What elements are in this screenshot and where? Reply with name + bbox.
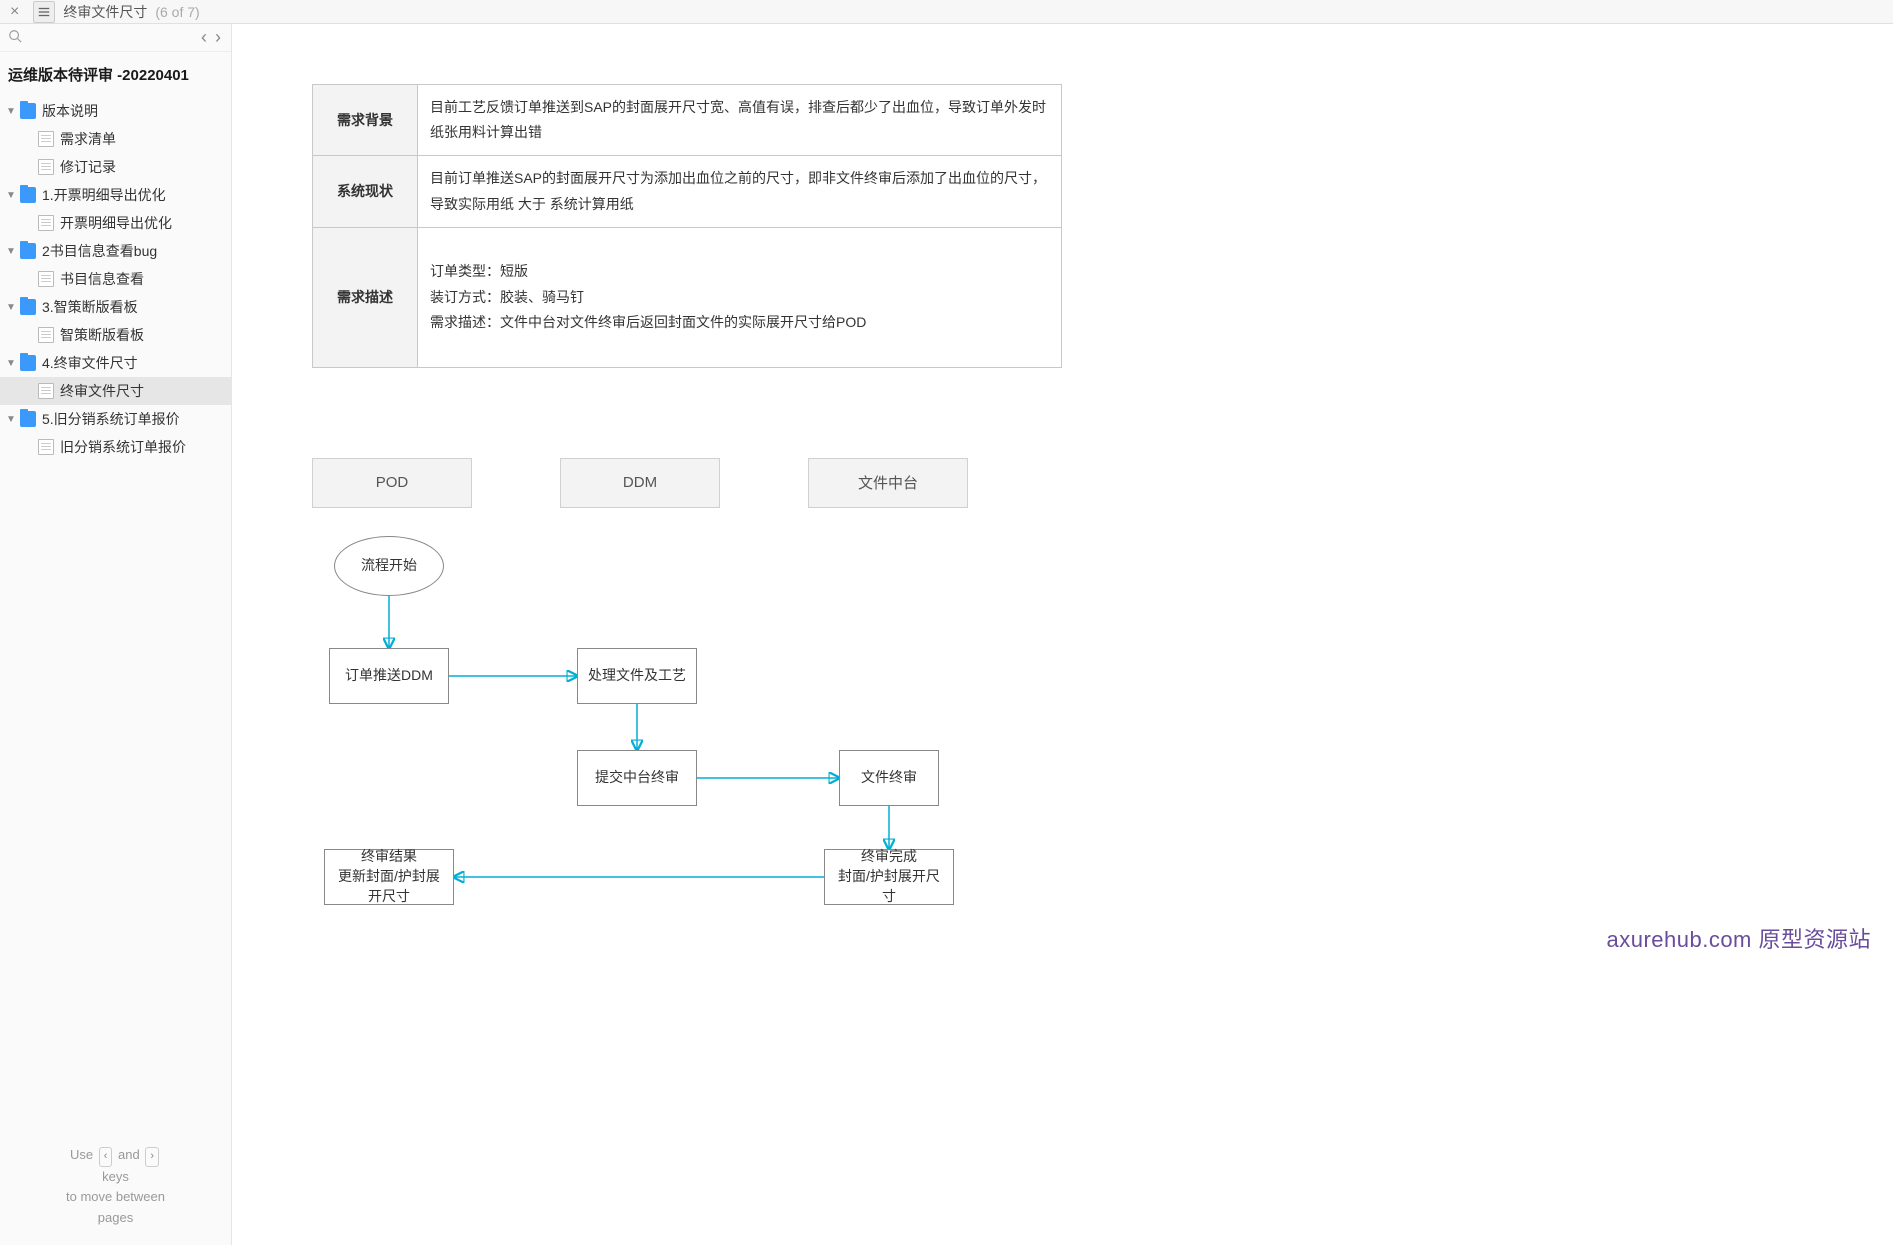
hint-text: keys [102,1169,129,1184]
tree-folder[interactable]: ▼ 2书目信息查看bug [0,237,231,265]
tree-folder[interactable]: ▼ 5.旧分销系统订单报价 [0,405,231,433]
table-data-cell: 目前工艺反馈订单推送到SAP的封面展开尺寸宽、高值有误，排查后都少了出血位，导致… [418,85,1062,156]
folder-icon [20,355,36,371]
sidebar-hint: Use ‹ and › keys to move between pages [0,1133,231,1245]
flowchart-node-n4: 文件终审 [839,750,939,806]
table-row: 需求背景目前工艺反馈订单推送到SAP的封面展开尺寸宽、高值有误，排查后都少了出血… [313,85,1062,156]
page-count: (6 of 7) [155,4,199,20]
requirements-table: 需求背景目前工艺反馈订单推送到SAP的封面展开尺寸宽、高值有误，排查后都少了出血… [312,84,1062,368]
app-root: × 终审文件尺寸 (6 of 7) ‹ › 运维版本待评审 -20220401 … [0,0,1893,1245]
caret-down-icon[interactable]: ▼ [6,190,18,201]
sidebar: ‹ › 运维版本待评审 -20220401 ▼ 版本说明需求清单修订记录 ▼ 1.开票… [0,24,232,1245]
tree-item-label: 2书目信息查看bug [42,241,157,261]
content-inner: 需求背景目前工艺反馈订单推送到SAP的封面展开尺寸宽、高值有误，排查后都少了出血… [232,24,1893,976]
search-icon[interactable] [8,29,22,46]
main-layout: ‹ › 运维版本待评审 -20220401 ▼ 版本说明需求清单修订记录 ▼ 1.开票… [0,24,1893,1245]
folder-icon [20,299,36,315]
watermark: axurehub.com 原型资源站 [1606,922,1871,954]
page-icon [38,383,54,399]
tree-item-label: 修订记录 [60,157,116,177]
tree-item-label: 4.终审文件尺寸 [42,353,138,373]
page-icon [38,131,54,147]
table-data-cell: 目前订单推送SAP的封面展开尺寸为添加出血位之前的尺寸，即非文件终审后添加了出血… [418,156,1062,227]
caret-down-icon[interactable]: ▼ [6,358,18,369]
tree-page[interactable]: 开票明细导出优化 [0,209,231,237]
tree-item-label: 旧分销系统订单报价 [60,437,186,457]
caret-down-icon[interactable]: ▼ [6,414,18,425]
close-icon[interactable]: × [4,3,25,21]
hint-text: Use [70,1147,93,1162]
nav-buttons: ‹ › [199,27,223,48]
flowchart-node-n2: 处理文件及工艺 [577,648,697,704]
caret-down-icon[interactable]: ▼ [6,302,18,313]
hint-text: pages [98,1210,133,1225]
page-tree: ▼ 版本说明需求清单修订记录 ▼ 1.开票明细导出优化开票明细导出优化 ▼ 2书目信息查看… [0,93,231,1133]
page-title: 终审文件尺寸 [63,2,147,22]
folder-icon [20,187,36,203]
tree-page[interactable]: 需求清单 [0,125,231,153]
tree-page[interactable]: 终审文件尺寸 [0,377,231,405]
caret-down-icon[interactable]: ▼ [6,106,18,117]
tree-folder[interactable]: ▼ 4.终审文件尺寸 [0,349,231,377]
tree-item-label: 智策断版看板 [60,325,144,345]
right-key-icon: › [145,1147,159,1167]
next-page-icon[interactable]: › [213,27,223,48]
tree-item-label: 1.开票明细导出优化 [42,185,166,205]
lane-header: POD [312,458,472,508]
folder-icon [20,411,36,427]
table-data-cell: 订单类型：短版装订方式：胶装、骑马钉需求描述：文件中台对文件终审后返回封面文件的… [418,227,1062,367]
tree-item-label: 需求清单 [60,129,116,149]
left-key-icon: ‹ [99,1147,113,1167]
tree-page[interactable]: 智策断版看板 [0,321,231,349]
flowchart-node-n3: 提交中台终审 [577,750,697,806]
tree-page[interactable]: 修订记录 [0,153,231,181]
hint-text: and [118,1147,140,1162]
tree-item-label: 书目信息查看 [60,269,144,289]
flowchart-node-n5: 终审完成封面/护封展开尺寸 [824,849,954,905]
tree-item-label: 版本说明 [42,101,98,121]
lane-header: DDM [560,458,720,508]
tree-folder[interactable]: ▼ 版本说明 [0,97,231,125]
tree-item-label: 3.智策断版看板 [42,297,138,317]
page-icon [38,327,54,343]
table-row: 需求描述订单类型：短版装订方式：胶装、骑马钉需求描述：文件中台对文件终审后返回封… [313,227,1062,367]
top-toolbar: × 终审文件尺寸 (6 of 7) [0,0,1893,24]
sidebar-title: 运维版本待评审 -20220401 [0,52,231,93]
flowchart-node-n6: 终审结果更新封面/护封展开尺寸 [324,849,454,905]
page-icon [38,159,54,175]
tree-page[interactable]: 书目信息查看 [0,265,231,293]
page-icon [38,439,54,455]
flowchart-node-n1: 订单推送DDM [329,648,449,704]
flowchart-arrows [312,536,1833,916]
table-row: 系统现状目前订单推送SAP的封面展开尺寸为添加出血位之前的尺寸，即非文件终审后添… [313,156,1062,227]
folder-icon [20,243,36,259]
tree-item-label: 开票明细导出优化 [60,213,172,233]
table-header-cell: 需求描述 [313,227,418,367]
menu-icon[interactable] [33,1,55,23]
caret-down-icon[interactable]: ▼ [6,246,18,257]
folder-icon [20,103,36,119]
page-icon [38,271,54,287]
flowchart-node-start: 流程开始 [334,536,444,596]
page-icon [38,215,54,231]
prev-page-icon[interactable]: ‹ [199,27,209,48]
lane-header: 文件中台 [808,458,968,508]
table-header-cell: 需求背景 [313,85,418,156]
flowchart: 流程开始订单推送DDM 处理文件及工艺提交中台终审 文件终审终审完成封面/护封展开尺… [312,536,1833,916]
tree-folder[interactable]: ▼ 1.开票明细导出优化 [0,181,231,209]
tree-item-label: 终审文件尺寸 [60,381,144,401]
tree-folder[interactable]: ▼ 3.智策断版看板 [0,293,231,321]
sidebar-header: ‹ › [0,24,231,52]
tree-page[interactable]: 旧分销系统订单报价 [0,433,231,461]
swimlane-labels: POD DDM 文件中台 [312,458,1833,508]
tree-item-label: 5.旧分销系统订单报价 [42,409,180,429]
hint-text: to move between [66,1189,165,1204]
table-header-cell: 系统现状 [313,156,418,227]
content-area: 需求背景目前工艺反馈订单推送到SAP的封面展开尺寸宽、高值有误，排查后都少了出血… [232,24,1893,1245]
